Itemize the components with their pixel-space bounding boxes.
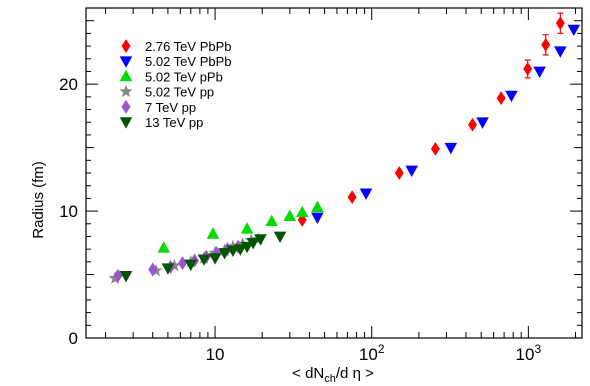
legend-label: 5.02 TeV pp: [145, 85, 214, 100]
legend-label: 7 TeV pp: [145, 100, 196, 115]
data-point: [184, 259, 198, 271]
data-point: [197, 254, 211, 266]
data-markers: [108, 12, 581, 284]
x-tick-label: 102: [359, 342, 385, 364]
y-tick-label: 20: [59, 75, 78, 94]
data-point: [226, 245, 240, 258]
data-point: [254, 234, 267, 246]
data-point: [533, 66, 546, 79]
data-point: [541, 37, 551, 52]
axis-ticks: [86, 7, 582, 339]
y-axis-title: Radius (fm): [30, 161, 47, 239]
data-point: [347, 190, 357, 205]
legend-label: 2.76 TeV PbPb: [145, 39, 232, 54]
data-point: [161, 263, 175, 275]
legend-marker: [119, 84, 133, 98]
data-point: [283, 209, 297, 221]
data-point: [148, 262, 158, 277]
data-point: [554, 46, 567, 58]
y-tick-label: 0: [69, 329, 78, 348]
data-point: [273, 231, 287, 244]
data-point: [430, 141, 440, 156]
y-tick-label: 10: [59, 202, 78, 221]
data-point: [167, 258, 181, 272]
data-point: [394, 166, 404, 180]
data-point: [359, 188, 373, 200]
legend-marker: [119, 56, 133, 68]
data-point: [523, 62, 533, 76]
legend-label: 13 TeV pp: [145, 115, 203, 130]
data-point: [240, 222, 254, 234]
x-tick-label: 103: [516, 342, 542, 364]
legend-marker: [119, 117, 133, 129]
data-point: [119, 271, 133, 283]
data-point: [234, 244, 247, 256]
data-point: [240, 241, 254, 254]
data-point: [113, 268, 123, 283]
data-point: [468, 117, 478, 132]
data-point: [246, 238, 260, 250]
data-point: [218, 248, 231, 260]
legend-marker: [121, 99, 131, 114]
data-point: [206, 227, 220, 239]
data-point: [444, 142, 458, 155]
data-point: [208, 253, 222, 265]
data-point: [311, 200, 324, 213]
legend-marker: [119, 69, 133, 82]
data-point: [476, 117, 489, 129]
data-point: [555, 16, 565, 31]
axis-tick-labels: 10 102 103 0 10 20: [59, 75, 541, 364]
data-point: [567, 24, 581, 37]
data-point: [496, 91, 506, 106]
data-point: [157, 241, 170, 253]
data-point: [405, 165, 418, 178]
data-point: [505, 90, 518, 103]
legend-label: 5.02 TeV pPb: [145, 69, 223, 84]
x-tick-label: 10: [206, 345, 225, 364]
data-point: [295, 205, 309, 218]
data-point: [311, 212, 324, 225]
data-point: [265, 214, 279, 227]
x-axis-title: < dNch/d η >: [292, 365, 374, 385]
legend-label: 5.02 TeV PbPb: [145, 54, 232, 69]
legend-marker: [121, 39, 131, 53]
data-point: [178, 256, 188, 271]
